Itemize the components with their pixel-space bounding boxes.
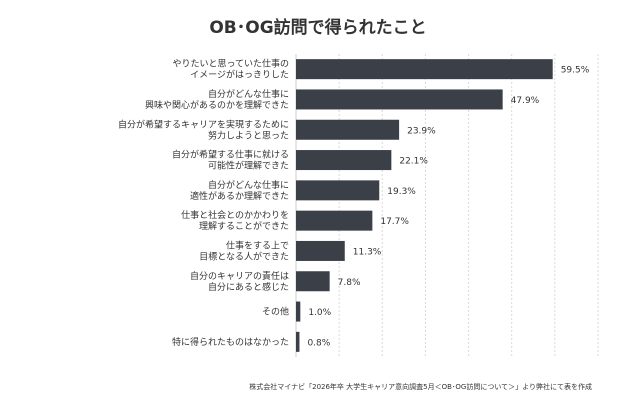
category-label: 目標となる人ができた [199,250,289,262]
bar [296,240,345,261]
bar [296,301,301,322]
category-label: イメージがはっきりした [190,69,289,81]
data-label: 11.3% [353,247,382,257]
category-label: 自分がどんな仕事に [208,179,289,191]
category-label: 自分がどんな仕事に [208,88,289,100]
category-label: 可能性が理解できた [208,160,289,172]
category-label: やりたいと思っていた仕事の [172,58,289,70]
category-label: 努力しようと思った [208,129,289,141]
bar [296,331,300,352]
category-label: 自分が希望する仕事に就ける [172,149,289,161]
data-label: 47.9% [511,96,540,106]
source-note: 株式会社マイナビ「2026年卒 大学生キャリア意向調査5月＜OB･OG訪問につい… [249,382,592,391]
category-label: 興味や関心があるのかを理解できた [145,99,289,111]
category-label: 仕事をする上で [226,239,289,251]
data-label: 19.3% [387,187,416,197]
category-label: 自分にあると感じた [208,281,289,293]
data-label: 1.0% [308,308,331,318]
bar [296,210,373,231]
data-label: 59.5% [561,66,590,76]
bar [296,59,553,80]
data-label: 0.8% [307,338,330,348]
category-label: 自分のキャリアの責任は [190,270,289,282]
bar [296,119,400,140]
bars [296,59,553,352]
category-label: 仕事と社会とのかかわりを [181,209,289,221]
category-label: 自分が希望するキャリアを実現するために [118,118,289,130]
category-label: 特に得られたものはなかった [172,336,289,348]
bar [296,89,503,110]
data-label: 23.9% [407,126,436,136]
data-label: 22.1% [399,157,428,167]
bar [296,150,392,171]
data-label: 7.8% [338,278,361,288]
bar [296,271,330,292]
data-label: 17.7% [380,217,409,227]
category-label: その他 [262,306,289,318]
bar [296,180,380,201]
chart-title: OB･OG訪問で得られたこと [209,17,426,38]
category-label: 理解することができた [199,220,289,232]
category-label: 適性があるか理解できた [190,190,289,202]
